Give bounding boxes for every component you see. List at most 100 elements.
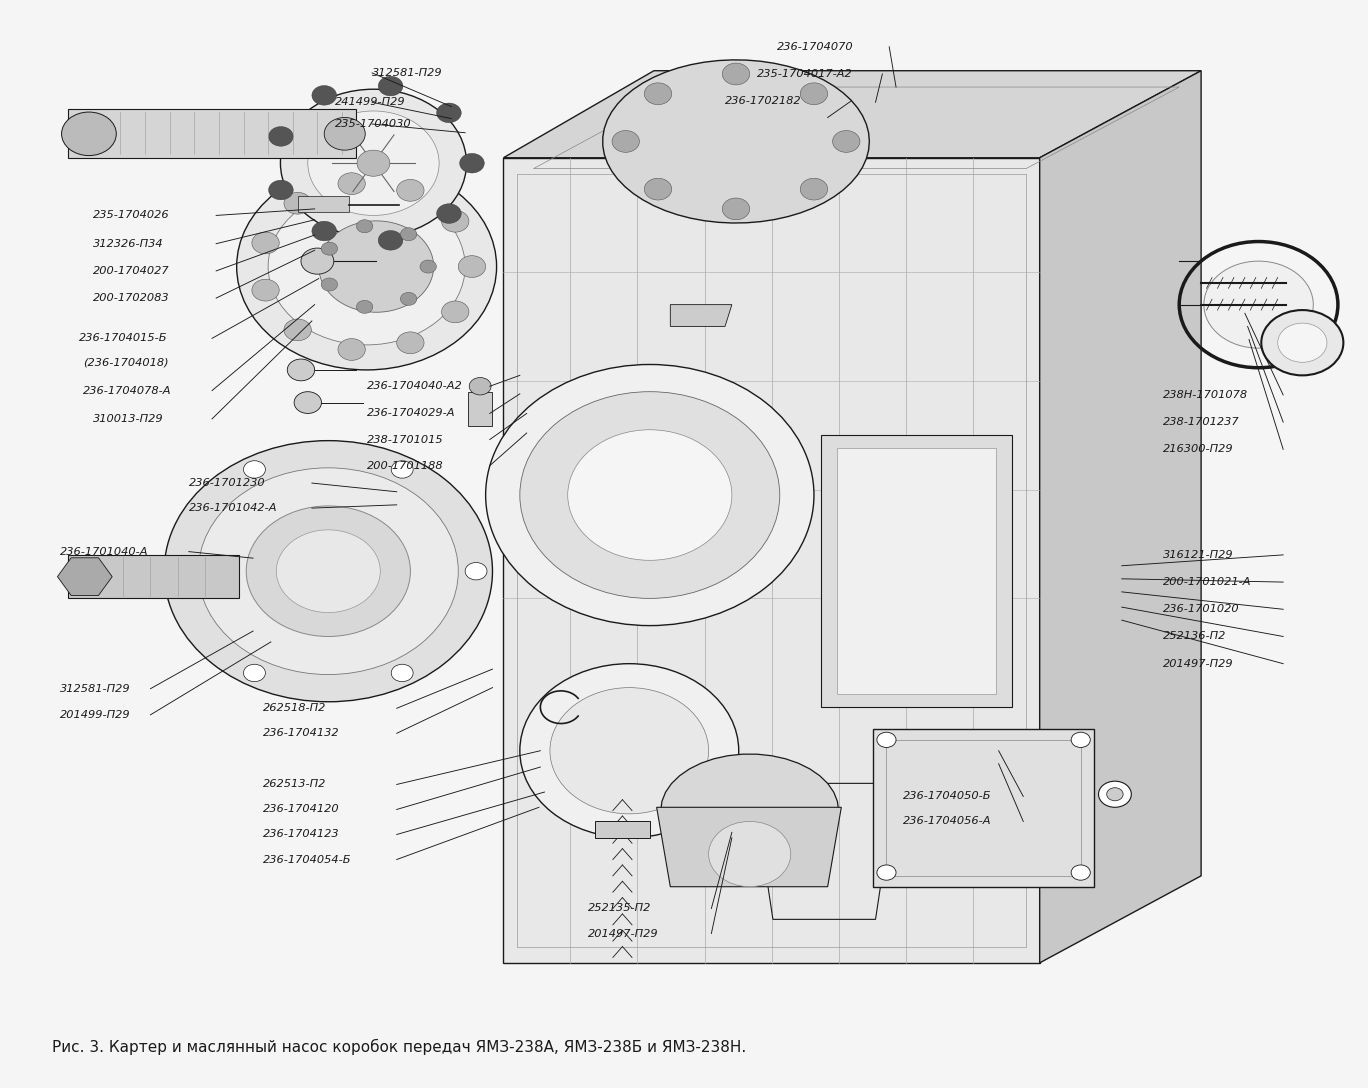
Text: 235-1704030: 235-1704030 — [335, 119, 412, 129]
Text: АВТОЗАПЧАСТИ: АВТОЗАПЧАСТИ — [611, 530, 893, 558]
Circle shape — [520, 392, 780, 598]
Circle shape — [285, 319, 312, 341]
Circle shape — [709, 821, 791, 887]
Circle shape — [268, 126, 293, 146]
Text: 236-1704050-Б: 236-1704050-Б — [903, 791, 992, 802]
Circle shape — [420, 260, 436, 273]
Circle shape — [833, 131, 860, 152]
Circle shape — [611, 131, 639, 152]
Text: 200-1702083: 200-1702083 — [93, 293, 170, 304]
Circle shape — [287, 359, 315, 381]
Circle shape — [244, 665, 265, 682]
Text: 236-1704123: 236-1704123 — [263, 829, 339, 840]
Circle shape — [391, 460, 413, 478]
Text: 200-1701021-А: 200-1701021-А — [1163, 577, 1252, 588]
Circle shape — [722, 63, 750, 85]
Circle shape — [520, 664, 739, 838]
Circle shape — [379, 231, 404, 250]
Text: Рис. 3. Картер и маслянный насос коробок передач ЯМЗ-238А, ЯМЗ-238Б и ЯМЗ-238Н.: Рис. 3. Картер и маслянный насос коробок… — [52, 1039, 746, 1054]
Circle shape — [800, 178, 828, 200]
Polygon shape — [57, 558, 112, 595]
Text: 200-1704027: 200-1704027 — [93, 265, 170, 276]
Circle shape — [268, 188, 465, 345]
Text: 262518-П2: 262518-П2 — [263, 703, 326, 714]
Circle shape — [280, 89, 466, 237]
Text: 236-1704056-А: 236-1704056-А — [903, 816, 992, 827]
Circle shape — [877, 865, 896, 880]
Polygon shape — [670, 305, 732, 326]
Text: 236-1704070: 236-1704070 — [777, 41, 854, 52]
Circle shape — [321, 243, 338, 256]
Circle shape — [308, 111, 439, 215]
Circle shape — [401, 293, 417, 306]
Circle shape — [458, 256, 486, 277]
Text: 201497-П29: 201497-П29 — [1163, 658, 1234, 669]
Circle shape — [198, 468, 458, 675]
Polygon shape — [603, 60, 870, 223]
Circle shape — [246, 506, 410, 636]
Text: 312581-П29: 312581-П29 — [372, 67, 443, 78]
Circle shape — [800, 83, 828, 104]
Circle shape — [170, 562, 192, 580]
Circle shape — [357, 300, 373, 313]
Circle shape — [357, 220, 373, 233]
Circle shape — [401, 227, 417, 240]
Circle shape — [644, 83, 672, 104]
Circle shape — [237, 163, 497, 370]
Circle shape — [644, 178, 672, 200]
Circle shape — [1071, 865, 1090, 880]
Circle shape — [62, 112, 116, 156]
Circle shape — [276, 530, 380, 613]
Circle shape — [294, 392, 321, 413]
Circle shape — [486, 364, 814, 626]
Text: 252136-П2: 252136-П2 — [1163, 631, 1226, 642]
Text: 236-1701020: 236-1701020 — [1163, 604, 1239, 615]
Text: 238Н-1701078: 238Н-1701078 — [1163, 390, 1248, 400]
Text: 312326-П34: 312326-П34 — [93, 238, 164, 249]
Circle shape — [324, 118, 365, 150]
Circle shape — [312, 86, 337, 106]
Polygon shape — [837, 448, 996, 694]
Circle shape — [244, 460, 265, 478]
Circle shape — [1204, 261, 1313, 348]
Polygon shape — [1040, 71, 1201, 963]
Circle shape — [460, 153, 484, 173]
Text: 236-1704015-Б: 236-1704015-Б — [79, 333, 168, 344]
Circle shape — [338, 338, 365, 360]
Text: 236-1704078-А: 236-1704078-А — [83, 385, 172, 396]
Polygon shape — [595, 821, 650, 838]
Text: 236-1704120: 236-1704120 — [263, 804, 339, 815]
Polygon shape — [657, 807, 841, 887]
Circle shape — [1278, 323, 1327, 362]
Circle shape — [1261, 310, 1343, 375]
Text: 236-1701042-А: 236-1701042-А — [189, 503, 278, 514]
Circle shape — [1107, 788, 1123, 801]
Circle shape — [397, 332, 424, 354]
Circle shape — [550, 688, 709, 814]
Text: 310013-П29: 310013-П29 — [93, 413, 164, 424]
Circle shape — [252, 280, 279, 301]
Text: 236-1704029-А: 236-1704029-А — [367, 408, 456, 419]
Text: 316121-П29: 316121-П29 — [1163, 549, 1234, 560]
Text: 236-1702182: 236-1702182 — [725, 96, 802, 107]
Text: 201499-П29: 201499-П29 — [60, 709, 131, 720]
Text: 200-1701188: 200-1701188 — [367, 460, 443, 471]
Text: 235-1704017-А2: 235-1704017-А2 — [757, 69, 852, 79]
Text: 312581-П29: 312581-П29 — [60, 683, 131, 694]
Circle shape — [436, 203, 461, 223]
Polygon shape — [873, 729, 1094, 887]
Polygon shape — [503, 71, 1201, 158]
Polygon shape — [298, 196, 349, 212]
Circle shape — [397, 180, 424, 201]
Text: 252135-П2: 252135-П2 — [588, 903, 651, 914]
Circle shape — [268, 181, 293, 200]
Polygon shape — [68, 109, 356, 158]
Text: 238-1701015: 238-1701015 — [367, 434, 443, 445]
Text: 236-1704040-А2: 236-1704040-А2 — [367, 381, 462, 392]
Circle shape — [1071, 732, 1090, 747]
Text: 241499-П29: 241499-П29 — [335, 97, 406, 108]
Circle shape — [1099, 781, 1131, 807]
Circle shape — [301, 248, 334, 274]
Circle shape — [379, 76, 404, 96]
Text: 262513-П2: 262513-П2 — [263, 779, 326, 790]
